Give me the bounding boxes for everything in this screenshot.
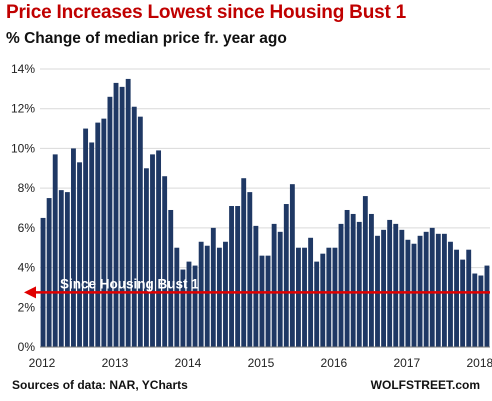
reference-line-group: Since Housing Bust 1	[24, 276, 490, 299]
chart-title: Price Increases Lowest since Housing Bus…	[6, 2, 407, 23]
bar	[113, 82, 119, 348]
bar	[204, 245, 210, 347]
x-tick-label: 2012	[29, 356, 56, 370]
bar	[265, 255, 271, 347]
x-tick-label: 2017	[394, 356, 421, 370]
bar	[180, 269, 186, 347]
bar	[77, 162, 82, 347]
bar	[271, 223, 277, 347]
bar	[393, 223, 399, 347]
y-tick-label: 4%	[18, 261, 36, 275]
y-tick-label: 14%	[11, 62, 35, 76]
chart-subtitle: % Change of median price fr. year ago	[6, 30, 287, 47]
bar	[466, 249, 472, 347]
bar	[89, 142, 95, 347]
bar	[223, 241, 228, 347]
bar	[186, 261, 192, 347]
bar	[429, 227, 435, 347]
bar	[441, 233, 447, 347]
bar	[168, 209, 174, 347]
bar	[478, 275, 484, 347]
bar	[423, 231, 429, 347]
x-tick-label: 2015	[248, 356, 275, 370]
reference-line-label: Since Housing Bust 1	[60, 276, 199, 291]
y-axis: 0% 2% 4% 6% 8% 10% 12% 14%	[11, 62, 35, 354]
bar	[277, 231, 283, 347]
data-source: Sources of data: NAR, YCharts	[12, 378, 188, 392]
bar	[460, 259, 466, 347]
y-tick-label: 2%	[18, 300, 36, 314]
bar	[174, 247, 180, 347]
reference-arrow-icon	[24, 286, 36, 299]
bar	[216, 247, 222, 347]
bar	[362, 196, 368, 347]
bar	[314, 261, 320, 347]
bar	[289, 184, 295, 347]
bar	[107, 96, 113, 347]
bar	[454, 249, 459, 347]
y-tick-label: 0%	[18, 340, 36, 354]
bar	[235, 206, 241, 347]
bar	[344, 209, 350, 347]
bar	[150, 154, 155, 347]
bar	[247, 192, 253, 347]
bar	[119, 86, 125, 347]
bar	[302, 247, 307, 347]
bar	[58, 190, 64, 347]
bar	[46, 198, 52, 347]
bar	[472, 273, 478, 347]
bar	[131, 106, 137, 347]
bar	[137, 116, 143, 348]
bar-series	[40, 78, 490, 348]
bar	[253, 225, 259, 347]
bar	[156, 150, 162, 347]
bar	[64, 192, 70, 347]
y-tick-label: 6%	[18, 221, 36, 235]
brand-logo-text: WOLFSTREET.com	[370, 378, 480, 392]
bar	[484, 265, 490, 347]
bar	[411, 243, 417, 347]
bar	[192, 265, 198, 347]
bar	[259, 255, 265, 347]
bar	[71, 148, 76, 347]
bar	[95, 122, 101, 347]
y-tick-label: 10%	[11, 141, 35, 155]
bar	[162, 176, 168, 347]
bar	[399, 229, 405, 347]
bar	[198, 241, 204, 347]
x-axis: 2012 2013 2014 2015 2016 2017 2018	[29, 346, 492, 370]
bar	[210, 227, 216, 347]
bar	[387, 219, 393, 347]
bar	[101, 118, 107, 348]
bar	[283, 204, 289, 347]
bar	[143, 168, 149, 347]
x-tick-label: 2013	[102, 356, 129, 370]
bar	[296, 247, 301, 347]
bar	[332, 247, 338, 347]
bar	[52, 154, 58, 347]
x-tick-label: 2016	[321, 356, 348, 370]
bar	[241, 178, 247, 347]
bar	[40, 217, 46, 347]
bar	[125, 78, 131, 347]
y-tick-label: 8%	[18, 181, 36, 195]
bar	[83, 128, 89, 347]
bar	[326, 247, 332, 347]
bar	[338, 223, 344, 347]
bar	[448, 241, 453, 347]
bar	[435, 233, 441, 347]
bar	[320, 253, 326, 347]
bar	[350, 213, 356, 347]
bar	[381, 229, 387, 347]
bar	[356, 221, 362, 347]
bar	[368, 213, 374, 347]
y-tick-label: 12%	[11, 102, 35, 116]
bar	[229, 206, 234, 347]
x-tick-label: 2014	[175, 356, 202, 370]
x-tick-label: 2018	[466, 356, 492, 370]
